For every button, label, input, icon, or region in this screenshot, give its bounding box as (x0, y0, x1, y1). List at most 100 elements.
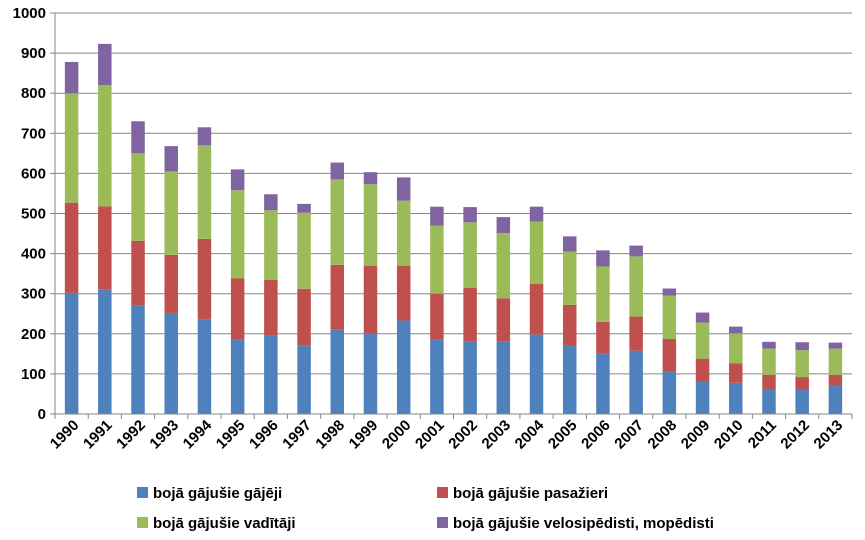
x-tick-label: 2000 (379, 417, 415, 453)
bar-segment-series-3 (496, 233, 511, 299)
x-tick-label: 2004 (512, 416, 548, 452)
bar-segment-series-4 (695, 312, 710, 323)
y-axis: 0 100 200 300 400 500 600 700 800 900 1000 (13, 5, 56, 423)
bar-segment-series-4 (629, 245, 643, 257)
bar-segment-series-2 (729, 363, 743, 383)
bar-segment-series-4 (496, 217, 511, 234)
bar-segment-series-3 (164, 171, 178, 255)
bar-segment-series-3 (98, 85, 112, 207)
bar-segment-series-1 (131, 305, 145, 414)
y-tick-label: 0 (38, 406, 46, 423)
bar-segment-series-2 (596, 321, 610, 354)
bar-segment-series-4 (596, 250, 610, 267)
legend-label: bojā gājušie pasažieri (453, 485, 608, 502)
bar-segment-series-4 (729, 326, 743, 334)
x-tick-label: 2011 (745, 417, 780, 452)
y-tick-label: 500 (21, 206, 46, 223)
bar-segment-series-3 (729, 333, 743, 364)
x-tick-label: 1997 (279, 417, 315, 453)
bar-segment-series-3 (828, 348, 843, 375)
bar-segment-series-1 (264, 335, 278, 414)
bar-segment-series-4 (297, 203, 311, 213)
x-tick-label: 2012 (777, 417, 813, 453)
bar-segment-series-3 (64, 93, 79, 203)
bar-segment-series-1 (695, 381, 710, 414)
x-tick-label: 2008 (645, 417, 681, 453)
bar-segment-series-4 (164, 146, 178, 172)
bar-segment-series-3 (463, 222, 477, 288)
legend-label: bojā gājušie velosipēdisti, mopēdisti (453, 515, 714, 532)
bar-segment-series-3 (330, 179, 345, 265)
bar-segment-series-4 (98, 43, 112, 86)
bar-segment-series-4 (64, 61, 79, 94)
x-tick-label: 2009 (678, 417, 714, 453)
x-tick-label: 2013 (811, 417, 847, 453)
bar-segment-series-2 (230, 278, 245, 340)
bar-segment-series-2 (662, 339, 677, 372)
bar-segment-series-2 (562, 304, 577, 346)
x-tick-label: 1993 (146, 417, 182, 453)
bar-segment-series-3 (297, 212, 311, 289)
bar-segment-series-4 (463, 207, 477, 223)
bar-segment-series-1 (363, 332, 378, 414)
bar-segment-series-1 (164, 312, 178, 414)
y-tick-label: 600 (21, 165, 46, 182)
bar-segment-series-4 (828, 342, 843, 349)
bar-segment-series-3 (662, 295, 677, 340)
y-tick-label: 800 (21, 85, 46, 102)
bar-segment-series-2 (463, 287, 477, 342)
x-tick-label: 2003 (479, 417, 515, 453)
bar-segment-series-4 (330, 162, 345, 180)
bar-segment-series-2 (629, 316, 643, 351)
y-tick-label: 100 (21, 366, 46, 383)
bar-segment-series-1 (762, 389, 776, 414)
legend: bojā gājušie gājēji bojā gājušie pasažier… (137, 485, 714, 532)
bar-segment-series-4 (264, 194, 278, 211)
bar-segment-series-1 (496, 341, 511, 414)
bar-segment-series-3 (230, 190, 245, 279)
bar-segment-series-2 (164, 254, 178, 313)
bar-segment-series-3 (529, 221, 544, 284)
bar-segment-series-1 (596, 353, 610, 414)
legend-swatch (137, 517, 148, 528)
bar-segment-series-4 (363, 172, 378, 185)
bar-segment-series-1 (828, 385, 843, 414)
bar-segment-series-4 (396, 177, 411, 201)
bars (64, 43, 843, 414)
gridlines (55, 12, 852, 375)
bar-segment-series-1 (64, 292, 79, 414)
y-tick-label: 900 (21, 45, 46, 62)
bar-segment-series-4 (197, 127, 212, 146)
x-tick-label: 2007 (611, 417, 647, 453)
x-tick-label: 2010 (711, 417, 747, 453)
y-tick-label: 1000 (13, 5, 46, 22)
bar-segment-series-1 (98, 289, 112, 414)
x-axis: 1990199119921993199419951996199719981999… (47, 413, 853, 453)
x-tick-label: 1992 (113, 417, 149, 453)
legend-label: bojā gājušie gājēji (153, 485, 282, 502)
bar-segment-series-4 (662, 288, 677, 296)
bar-segment-series-2 (795, 377, 809, 390)
bar-segment-series-3 (695, 322, 710, 359)
legend-label: bojā gājušie vadītāji (153, 515, 296, 532)
bar-segment-series-4 (230, 169, 245, 191)
bar-segment-series-1 (562, 345, 577, 414)
bar-segment-series-1 (297, 345, 311, 414)
x-tick-label: 1994 (180, 416, 216, 452)
bar-segment-series-3 (762, 348, 776, 375)
bar-segment-series-1 (729, 382, 743, 414)
bar-segment-series-1 (396, 320, 411, 414)
bar-segment-series-1 (197, 319, 212, 414)
bar-segment-series-1 (629, 350, 643, 414)
bar-segment-series-1 (795, 389, 809, 414)
bar-segment-series-3 (197, 145, 212, 239)
bar-segment-series-2 (297, 288, 311, 346)
bar-segment-series-2 (762, 374, 776, 390)
bar-segment-series-2 (363, 265, 378, 333)
bar-segment-series-2 (396, 265, 411, 321)
bar-segment-series-3 (795, 350, 809, 378)
x-tick-label: 1991 (80, 417, 116, 453)
bar-segment-series-1 (662, 371, 677, 414)
bar-segment-series-3 (562, 251, 577, 305)
